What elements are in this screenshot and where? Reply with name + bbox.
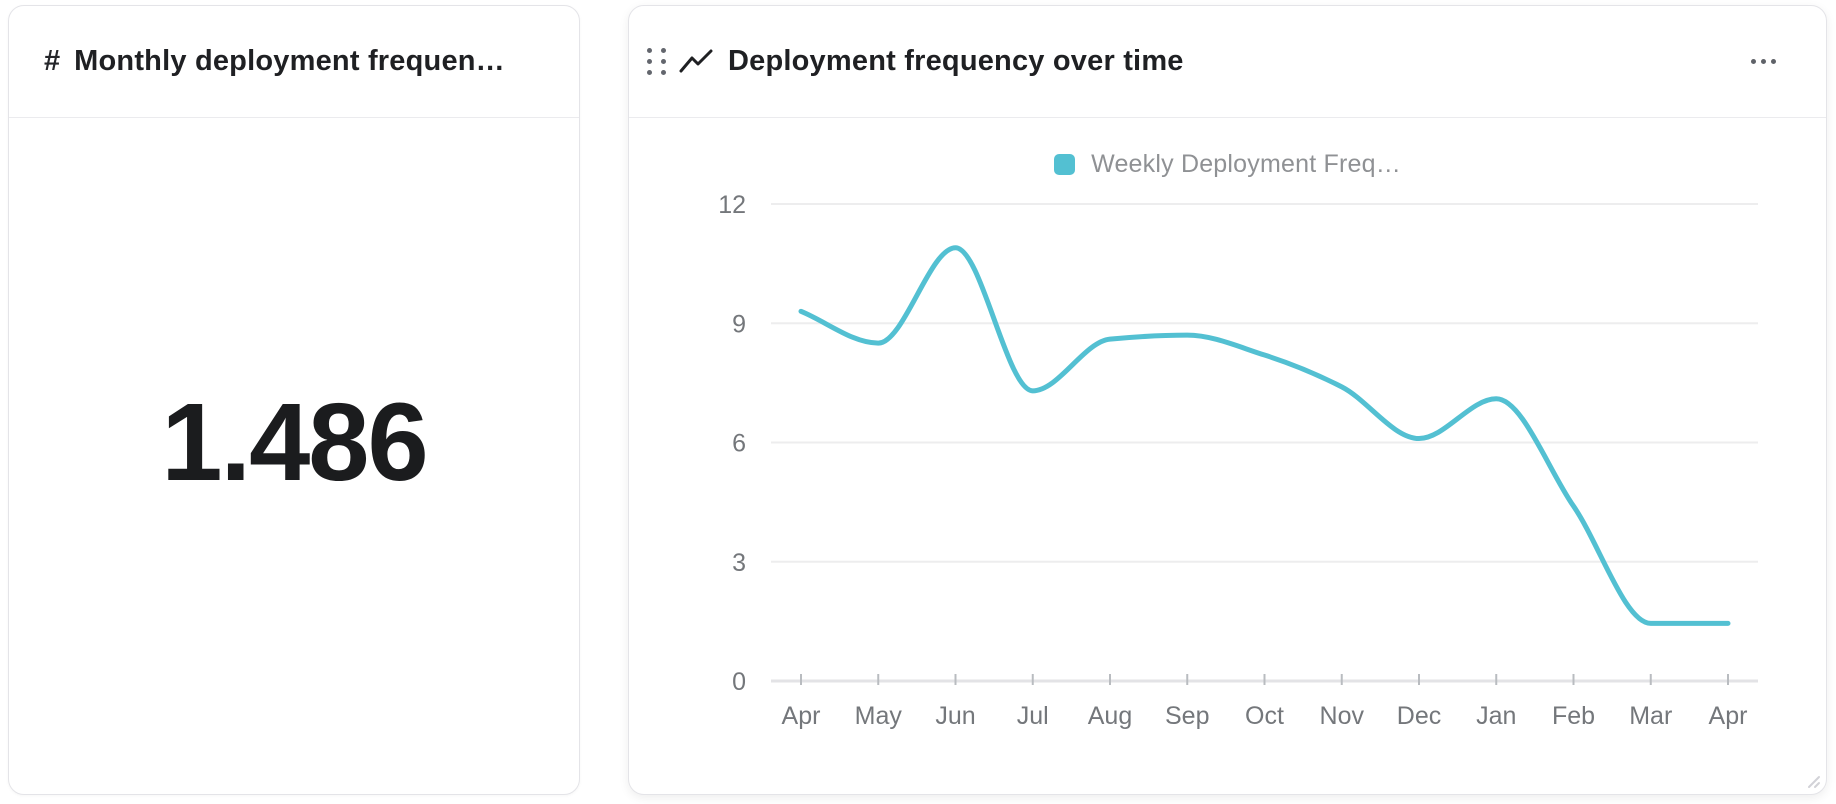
card-title: Monthly deployment frequen… [74,45,505,77]
x-tick-label: Apr [1709,702,1748,730]
y-tick-label: 3 [732,549,746,577]
ellipsis-menu-button[interactable] [1747,51,1780,72]
number-metric-icon: # [44,45,61,77]
x-tick-label: Dec [1397,702,1441,730]
scalar-value: 1.486 [161,380,428,504]
x-tick-label: Jun [935,702,975,730]
x-tick-label: Sep [1165,702,1209,730]
x-tick-label: Jul [1017,702,1049,730]
scalar-body: 1.486 [9,119,579,793]
x-tick-label: Oct [1245,702,1284,730]
legend-label: Weekly Deployment Freq… [1091,150,1401,178]
drag-handle-icon[interactable] [647,48,666,75]
resize-handle-icon[interactable] [1803,771,1821,789]
y-tick-label: 6 [732,430,746,458]
y-tick-label: 9 [732,310,746,338]
x-tick-label: Feb [1552,702,1595,730]
y-tick-label: 12 [718,191,746,219]
chart-legend: Weekly Deployment Freq… [629,150,1826,179]
x-tick-label: Mar [1629,702,1672,730]
card-header: Deployment frequency over time [629,6,1826,118]
legend-swatch-icon [1054,154,1076,175]
card-header: # Monthly deployment frequen… [9,6,579,118]
x-tick-label: Nov [1320,702,1365,730]
x-tick-label: Jan [1476,702,1516,730]
line-chart-icon [679,49,713,72]
x-tick-label: Aug [1088,702,1132,730]
x-tick-label: May [855,702,903,730]
chart-body: 0 3 6 9 12 Apr May Jun Jul Aug Sep Oct Nov Dec Jan Feb M… [629,119,1826,795]
deployment-frequency-chart[interactable]: 0 3 6 9 12 Apr May Jun Jul Aug Sep Oct Nov Dec Jan Feb M… [629,119,1826,795]
scalar-card-monthly-deployment-frequency: # Monthly deployment frequen… 1.486 [8,5,580,795]
chart-card-deployment-frequency: Deployment frequency over time 0 3 6 9 12 Apr… [628,5,1827,795]
card-title: Deployment frequency over time [728,45,1184,77]
y-tick-label: 0 [732,668,746,696]
series-line [798,245,1731,626]
legend-item[interactable]: Weekly Deployment Freq… [1054,150,1401,179]
x-tick-label: Apr [782,702,821,730]
